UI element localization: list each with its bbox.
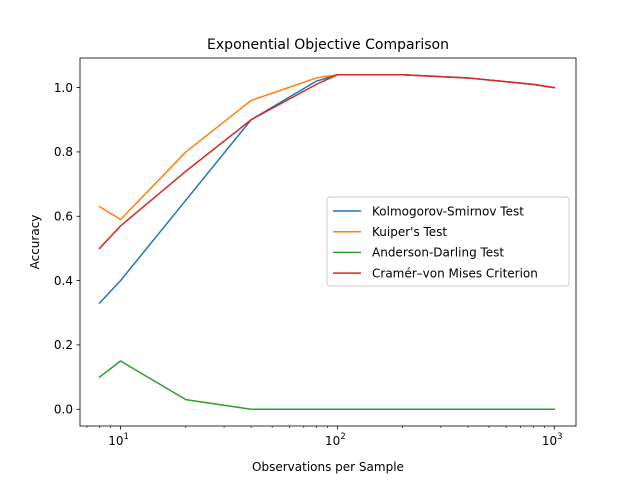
y-axis-label: Accuracy: [28, 215, 42, 270]
y-tick-label: 0.8: [54, 145, 73, 159]
y-tick-label: 0.0: [54, 403, 73, 417]
x-axis-label: Observations per Sample: [252, 460, 404, 474]
legend-label-2: Kuiper's Test: [372, 225, 447, 239]
x-tick-exponent: 3: [557, 432, 562, 442]
y-tick-label: 0.2: [54, 338, 73, 352]
legend-label-1: Kolmogorov-Smirnov Test: [372, 204, 524, 218]
chart-title: Exponential Objective Comparison: [207, 37, 449, 53]
x-tick-exponent: 1: [123, 432, 128, 442]
series-line-4: [98, 73, 556, 250]
legend-box: [326, 196, 570, 287]
series-line-3: [98, 360, 555, 411]
x-tick-exponent: 2: [340, 432, 345, 442]
legend-label-3: Anderson-Darling Test: [372, 246, 504, 260]
axes-frame: [79, 57, 577, 427]
y-tick-label: 0.6: [54, 210, 73, 224]
legend-label-4: Cramér–von Mises Criterion: [372, 266, 538, 280]
y-tick-label: 0.4: [54, 274, 73, 288]
y-tick-label: 1.0: [54, 81, 73, 95]
